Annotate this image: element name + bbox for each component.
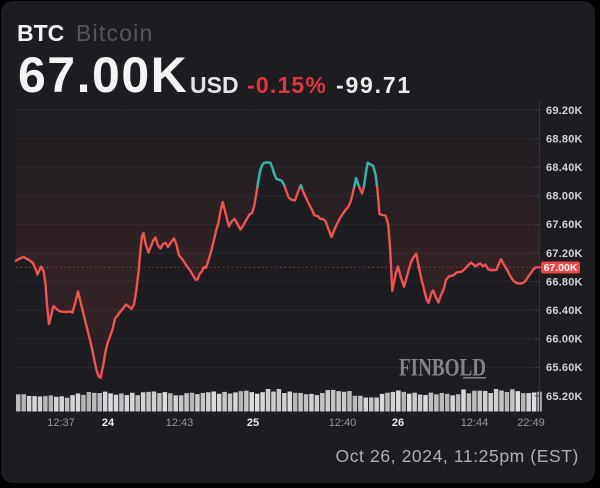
svg-text:68.00K: 68.00K xyxy=(546,191,583,203)
svg-text:65.60K: 65.60K xyxy=(546,362,583,374)
svg-text:67.20K: 67.20K xyxy=(546,248,583,260)
svg-text:12:43: 12:43 xyxy=(166,417,194,429)
svg-text:69.20K: 69.20K xyxy=(546,105,583,117)
svg-text:12:37: 12:37 xyxy=(47,417,75,429)
svg-text:24: 24 xyxy=(102,417,115,429)
svg-text:65.20K: 65.20K xyxy=(546,391,583,403)
svg-text:12:44: 12:44 xyxy=(461,417,489,429)
svg-text:22:49: 22:49 xyxy=(517,417,545,429)
svg-text:68.80K: 68.80K xyxy=(546,133,583,145)
svg-text:66.80K: 66.80K xyxy=(546,276,583,288)
svg-text:12:40: 12:40 xyxy=(329,417,357,429)
svg-text:66.00K: 66.00K xyxy=(546,334,583,346)
svg-text:25: 25 xyxy=(247,417,259,429)
svg-text:67.60K: 67.60K xyxy=(546,219,583,231)
svg-text:68.40K: 68.40K xyxy=(546,162,583,174)
svg-text:67.00K: 67.00K xyxy=(544,262,578,274)
svg-text:66.40K: 66.40K xyxy=(546,305,583,317)
svg-text:26: 26 xyxy=(392,417,404,429)
